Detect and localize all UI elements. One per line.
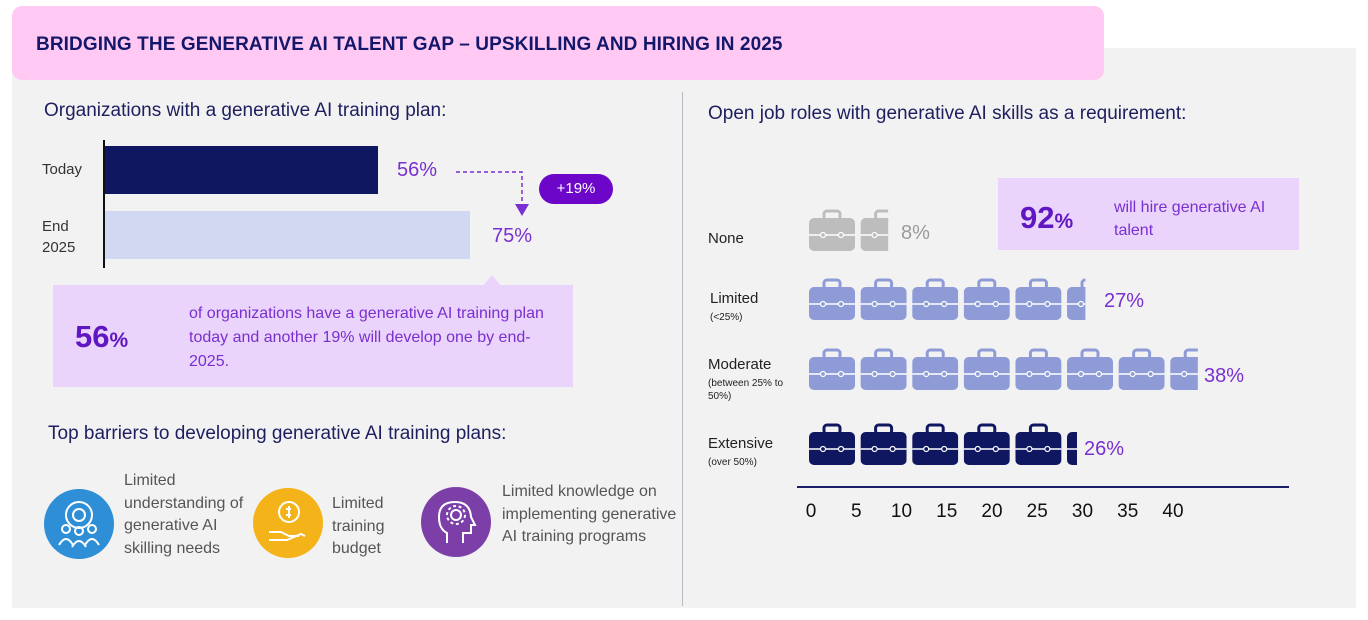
- barrier-text-1: Limited understanding of generative AI s…: [124, 472, 244, 557]
- category-label-limited: Limited: [710, 290, 759, 307]
- row-value-limited: 27%: [1104, 290, 1145, 312]
- callout-text: of organizations have a generative AI tr…: [189, 305, 544, 370]
- row-value-none: 8%: [901, 222, 930, 244]
- briefcase-icon: [912, 348, 959, 390]
- hand-coin-icon: [253, 488, 323, 558]
- barriers-heading: Top barriers to developing generative AI…: [48, 423, 507, 444]
- briefcase-icon: [1067, 432, 1077, 465]
- briefcase-icon: [1067, 278, 1086, 320]
- hire-callout: 92% will hire generative AI talent: [998, 178, 1299, 250]
- briefcase-icon: [1015, 278, 1062, 320]
- briefcase-icon: [1118, 348, 1165, 390]
- briefcase-icon: [809, 423, 855, 465]
- category-note-extensive: (over 50%): [708, 457, 757, 468]
- bar-value-end-2025: 75%: [492, 225, 533, 247]
- category-label-extensive: Extensive: [708, 435, 774, 452]
- x-tick-label: 20: [981, 501, 1002, 522]
- training-heading: Organizations with a generative AI train…: [44, 100, 447, 121]
- title-banner: [12, 6, 1104, 80]
- row-value-extensive: 26%: [1084, 438, 1125, 460]
- hire-stat: 92%: [1020, 200, 1074, 235]
- briefcase-icon: [860, 278, 907, 320]
- x-tick-label: 25: [1027, 501, 1048, 522]
- training-callout: 56% of organizations have a generative A…: [53, 285, 573, 387]
- growth-arrow: [456, 171, 529, 216]
- team-gear-icon: [44, 489, 114, 559]
- bar-value-today: 56%: [397, 159, 438, 181]
- x-tick-label: 0: [806, 501, 817, 522]
- briefcase-icon: [963, 278, 1010, 320]
- x-tick-label: 15: [936, 501, 957, 522]
- briefcase-icon: [1015, 423, 1062, 465]
- briefcase-icon: [860, 348, 907, 390]
- x-tick-label: 10: [891, 501, 912, 522]
- briefcase-icon: [860, 209, 889, 251]
- hire-text: will hire generative AI talent: [1114, 199, 1266, 239]
- barrier-text-2: Limited training budget: [332, 495, 385, 557]
- bar-end-2025: [105, 211, 470, 259]
- jobs-heading: Open job roles with generative AI skills…: [708, 103, 1187, 124]
- briefcase-icon: [860, 423, 907, 465]
- briefcase-icon: [912, 423, 959, 465]
- bar-label-end-2025: End 2025: [42, 218, 76, 256]
- category-note-moderate: (between 25% to 50%): [708, 378, 784, 402]
- x-tick-label: 40: [1162, 501, 1183, 522]
- briefcase-icon: [1170, 348, 1198, 390]
- x-axis: [797, 486, 1289, 488]
- bar-axis: [103, 140, 105, 268]
- barrier-text-3: Limited knowledge on implementing genera…: [502, 483, 677, 545]
- bar-label-today: Today: [42, 161, 83, 178]
- head-gear-icon: [421, 487, 491, 557]
- briefcase-icon: [1067, 348, 1113, 390]
- category-note-limited: (<25%): [710, 312, 743, 323]
- section-divider: [682, 92, 683, 606]
- bar-today: [105, 146, 378, 194]
- x-tick-label: 30: [1072, 501, 1093, 522]
- callout-stat: 56%: [75, 319, 129, 354]
- page-title: BRIDGING THE GENERATIVE AI TALENT GAP – …: [36, 34, 783, 55]
- callout-pointer: [483, 275, 501, 286]
- briefcase-icon: [809, 209, 855, 251]
- briefcase-icon: [912, 278, 959, 320]
- row-value-moderate: 38%: [1204, 365, 1245, 387]
- x-tick-label: 5: [851, 501, 862, 522]
- growth-badge: +19%: [539, 174, 613, 204]
- briefcase-icon: [1015, 348, 1062, 390]
- briefcase-icon: [809, 348, 855, 390]
- x-tick-label: 35: [1117, 501, 1138, 522]
- category-label-none: None: [708, 230, 744, 247]
- category-label-moderate: Moderate: [708, 356, 772, 373]
- briefcase-icon: [963, 423, 1010, 465]
- briefcase-icon: [963, 348, 1010, 390]
- briefcase-icon: [809, 278, 855, 320]
- x-axis-ticks: 0 5 10 15 20 25 30 35 40: [806, 501, 1184, 522]
